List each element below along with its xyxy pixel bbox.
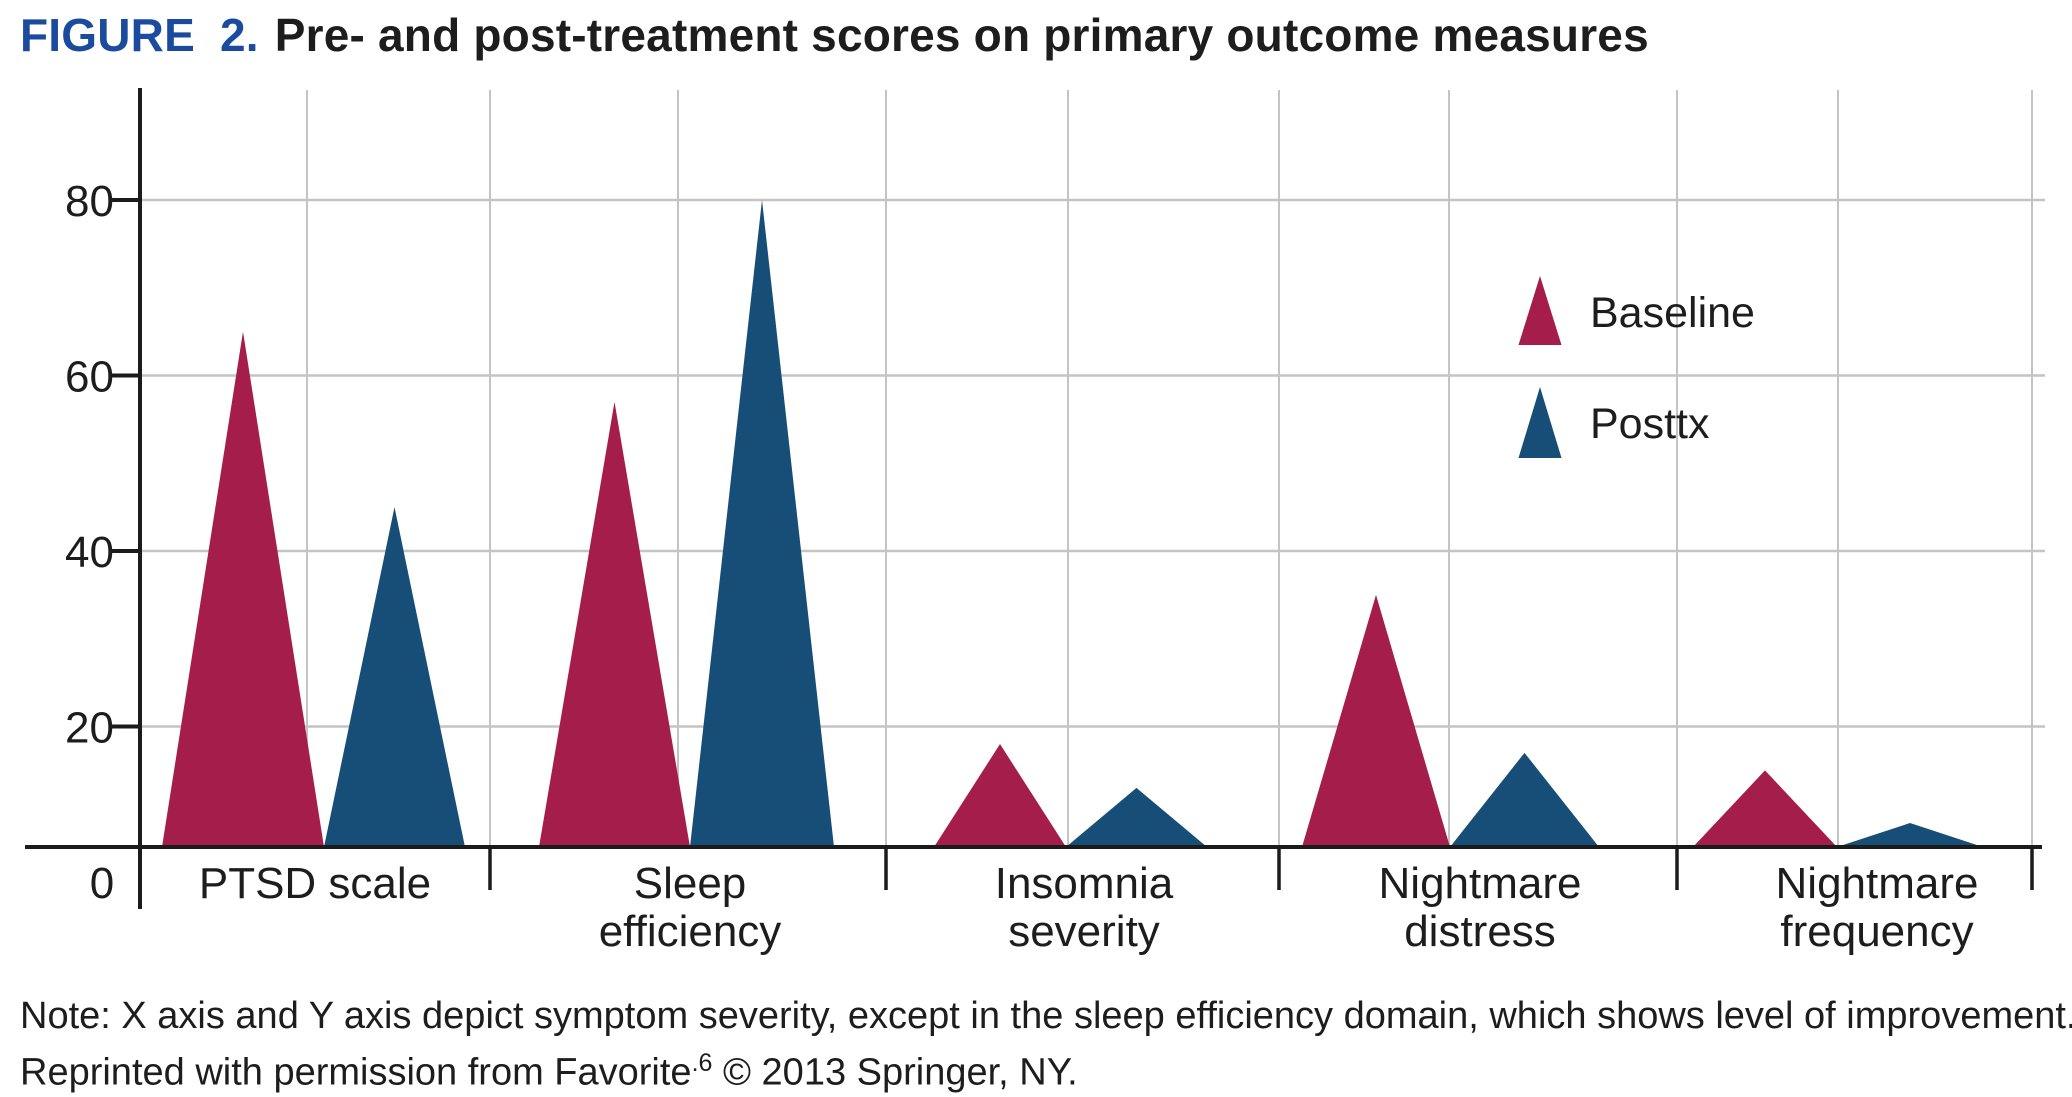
figure-note: Note: X axis and Y axis depict symptom s… <box>20 993 2072 1097</box>
category-label-nightmare-distress-line2: distress <box>1404 907 1556 956</box>
axes <box>25 88 2042 909</box>
note-line-2-suffix: © 2013 Springer, NY. <box>712 1051 1078 1094</box>
figure-title-text: Pre- and post-treatment scores on primar… <box>274 9 1649 61</box>
y-tick-label-40: 40 <box>65 528 114 577</box>
category-label-insomnia-severity-line2: severity <box>1008 907 1160 956</box>
category-label-nightmare-frequency-line1: Nightmare <box>1776 859 1979 908</box>
category-label-ptsd-scale-line1: PTSD scale <box>199 859 431 908</box>
legend-swatch-posttx-triangle-icon <box>1518 387 1562 458</box>
peak-posttx-sleep-efficiency <box>690 200 834 847</box>
note-line-2-prefix: Reprinted with permission from Favorite <box>20 1051 692 1094</box>
figure-label: FIGURE 2. <box>20 9 259 61</box>
peak-baseline-insomnia-severity <box>934 744 1066 847</box>
peak-baseline-nightmare-frequency <box>1693 770 1837 847</box>
figure-title: FIGURE 2. Pre- and post-treatment scores … <box>20 8 1649 62</box>
note-line-1: Note: X axis and Y axis depict symptom s… <box>20 995 2072 1037</box>
data-triangles <box>162 200 1983 847</box>
category-label-nightmare-distress-line1: Nightmare <box>1379 859 1582 908</box>
category-label-nightmare-frequency-line2: frequency <box>1780 907 1973 956</box>
peak-posttx-nightmare-distress <box>1450 752 1599 847</box>
y-tick-label-0: 0 <box>90 859 114 908</box>
horizontal-gridlines <box>140 198 2045 728</box>
legend-swatch-baseline-triangle-icon <box>1518 276 1562 345</box>
vertical-gridlines <box>306 90 2033 847</box>
y-tick-label-80: 80 <box>65 177 114 226</box>
category-label-sleep-efficiency-line2: efficiency <box>599 907 782 956</box>
peak-posttx-nightmare-frequency <box>1837 823 1983 847</box>
peak-baseline-sleep-efficiency <box>539 401 690 847</box>
peak-posttx-ptsd-scale <box>324 507 465 847</box>
legend: Baseline Posttx <box>1518 276 1755 458</box>
legend-label-posttx: Posttx <box>1590 400 1710 448</box>
note-line-2: Reprinted with permission from Favorite.… <box>20 1040 2072 1097</box>
category-label-sleep-efficiency-line1: Sleep <box>634 859 747 908</box>
y-tick-label-20: 20 <box>65 704 114 753</box>
legend-label-baseline: Baseline <box>1590 289 1755 337</box>
y-tick-label-60: 60 <box>65 353 114 402</box>
peak-baseline-nightmare-distress <box>1302 594 1450 847</box>
note-citation-superscript: .6 <box>691 1049 713 1077</box>
peak-posttx-insomnia-severity <box>1066 787 1207 847</box>
category-label-insomnia-severity-line1: Insomnia <box>995 859 1174 908</box>
peak-baseline-ptsd-scale <box>162 331 324 847</box>
